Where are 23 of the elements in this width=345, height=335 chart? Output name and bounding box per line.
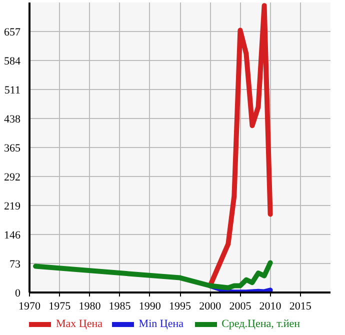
x-tick-label: 2000: [199, 300, 222, 312]
y-tick-label: 365: [4, 142, 21, 154]
x-tick-label: 2010: [259, 300, 282, 312]
x-tick-label: 2015: [289, 300, 312, 312]
y-tick-label: 657: [4, 26, 21, 38]
y-tick-label: 292: [4, 172, 20, 184]
x-tick-label: 2005: [229, 300, 252, 312]
x-tick-label: 1970: [18, 300, 41, 312]
y-tick-label: 584: [4, 56, 21, 68]
y-tick-label: 0: [15, 288, 21, 300]
legend-label: Min Цена: [138, 318, 184, 330]
y-tick-label: 146: [4, 230, 21, 242]
x-tick-label: 1980: [78, 300, 102, 312]
x-tick-label: 1985: [108, 300, 132, 312]
x-tick-label: 1995: [169, 300, 192, 312]
y-tick-label: 219: [4, 200, 21, 212]
legend-label: Сред.Цена, т.йен: [222, 318, 300, 330]
y-tick-label: 511: [4, 84, 20, 96]
legend-label: Max Цена: [56, 318, 103, 330]
y-tick-label: 73: [10, 258, 21, 270]
x-tick-label: 1990: [138, 300, 162, 312]
x-tick-label: 1975: [48, 300, 72, 312]
y-tick-label: 438: [4, 114, 21, 126]
